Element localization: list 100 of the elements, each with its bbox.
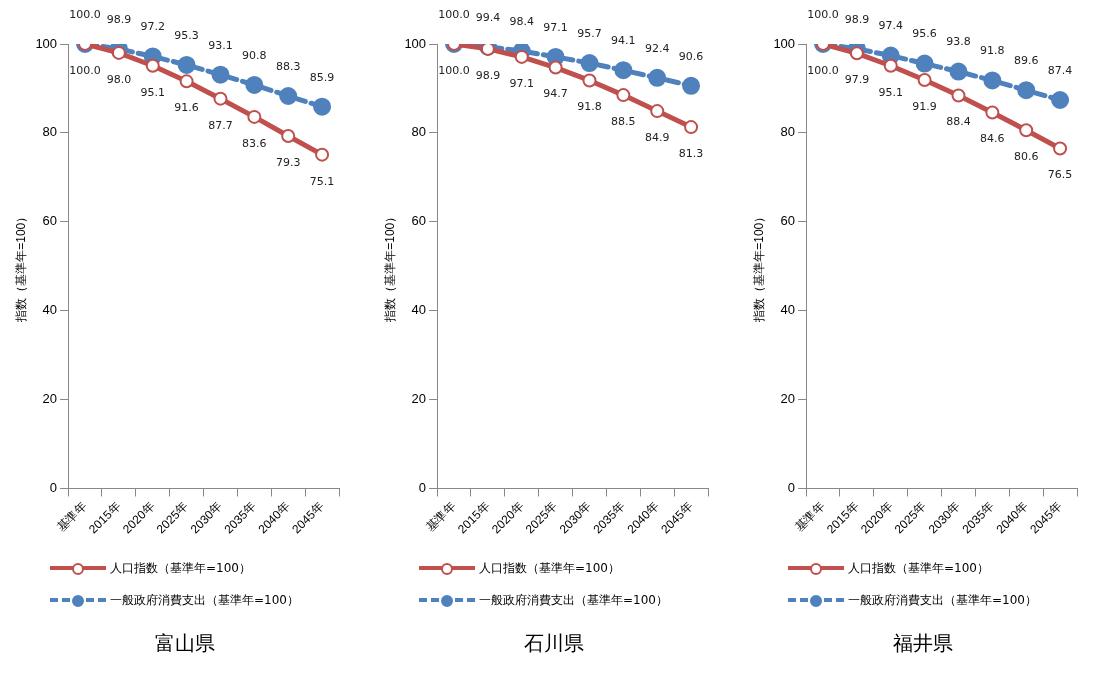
y-tick-label: 100: [773, 35, 796, 51]
point: [985, 105, 1000, 120]
data-label: 97.1: [509, 76, 534, 90]
y-tick-label: 0: [787, 480, 796, 496]
data-label: 95.1: [140, 85, 165, 99]
point: [315, 147, 330, 162]
point: [917, 73, 932, 87]
y-axis-title: 指数（基準年=100）: [751, 210, 766, 323]
point: [650, 104, 665, 119]
y-tick-label: 100: [404, 35, 427, 51]
data-label: 76.5: [1047, 168, 1073, 182]
data-label: 92.4: [644, 41, 670, 55]
data-label: 95.6: [912, 27, 937, 41]
text: 石川県: [522, 630, 585, 657]
legend-label: 人口指数（基準年=100）: [110, 559, 251, 577]
y-tick-label: 40: [411, 302, 427, 318]
point: [684, 120, 699, 135]
data-label: 90.6: [678, 49, 704, 63]
y-tick-label: 60: [780, 213, 796, 229]
y-tick-label: 20: [42, 391, 58, 407]
point: [247, 109, 262, 124]
legend-label: 一般政府消費支出（基準年=100）: [848, 591, 1037, 609]
data-label: 95.3: [174, 28, 199, 42]
data-label: 94.1: [611, 34, 636, 48]
point: [915, 54, 934, 73]
data-label: 97.9: [844, 73, 870, 87]
y-tick-label: 100: [35, 35, 58, 51]
point: [211, 65, 230, 84]
data-label: 75.1: [309, 174, 335, 188]
point: [548, 60, 563, 75]
data-label: 88.4: [946, 115, 971, 129]
data-label: 94.7: [543, 87, 568, 101]
data-label: 100.0: [807, 7, 839, 21]
data-label: 100.0: [807, 63, 839, 77]
y-tick-label: 80: [411, 124, 427, 140]
y-tick-label: 60: [411, 213, 427, 229]
data-label: 83.6: [242, 136, 267, 150]
data-label: 98.9: [475, 68, 501, 82]
text: 富山県: [153, 630, 216, 657]
point: [177, 55, 196, 74]
point: [145, 58, 160, 73]
point: [281, 129, 296, 143]
point: [213, 91, 228, 106]
point: [949, 62, 968, 81]
data-label: 91.6: [174, 101, 199, 115]
data-label: 87.7: [208, 118, 233, 132]
legend-label: 一般政府消費支出（基準年=100）: [479, 591, 668, 609]
data-label: 100.0: [69, 63, 101, 77]
y-tick-label: 60: [42, 213, 58, 229]
point: [951, 88, 966, 103]
data-label: 93.1: [208, 38, 233, 52]
data-label: 98.9: [106, 12, 132, 26]
data-label: 97.4: [878, 19, 903, 33]
data-label: 85.9: [309, 70, 335, 84]
point: [614, 61, 633, 80]
data-label: 79.3: [275, 155, 301, 169]
data-label: 87.4: [1047, 63, 1073, 77]
point: [279, 87, 298, 105]
x-tick-label: 基準年: [54, 499, 90, 535]
legend-label: 一般政府消費支出（基準年=100）: [110, 591, 299, 609]
point: [580, 54, 599, 73]
data-label: 88.3: [275, 59, 301, 73]
point: [313, 97, 332, 116]
data-label: 97.1: [543, 20, 568, 34]
point: [1053, 141, 1068, 156]
data-label: 91.8: [980, 44, 1005, 58]
point: [1051, 91, 1070, 109]
y-tick-label: 20: [780, 391, 796, 407]
legend-label: 人口指数（基準年=100）: [848, 559, 989, 577]
data-label: 98.4: [509, 14, 534, 28]
y-tick-label: 40: [42, 302, 58, 318]
y-tick-label: 20: [411, 391, 427, 407]
x-tick-label: 基準年: [792, 499, 828, 535]
point: [179, 74, 194, 89]
data-label: 88.5: [611, 114, 636, 128]
y-tick-label: 80: [42, 124, 58, 140]
y-tick-label: 80: [780, 124, 796, 140]
data-label: 95.1: [878, 85, 903, 99]
data-label: 95.7: [577, 26, 602, 40]
point: [245, 75, 264, 94]
legend-label: 人口指数（基準年=100）: [479, 559, 620, 577]
data-label: 100.0: [438, 7, 470, 21]
point: [514, 49, 529, 64]
data-label: 99.4: [475, 10, 501, 24]
data-label: 93.8: [946, 35, 971, 49]
y-axis-title: 指数（基準年=100）: [382, 210, 397, 323]
point: [648, 68, 667, 87]
x-tick-label: 基準年: [423, 499, 459, 535]
point: [616, 88, 631, 103]
data-label: 89.6: [1013, 54, 1039, 68]
data-label: 97.2: [140, 20, 165, 34]
data-label: 80.6: [1013, 150, 1039, 164]
y-tick-label: 0: [418, 480, 427, 496]
data-label: 81.3: [678, 146, 704, 160]
data-label: 98.9: [844, 12, 870, 26]
text: 福井県: [891, 630, 954, 657]
data-label: 100.0: [69, 7, 101, 21]
data-label: 91.9: [912, 99, 937, 113]
data-label: 84.9: [644, 130, 670, 144]
data-label: 91.8: [577, 100, 602, 114]
